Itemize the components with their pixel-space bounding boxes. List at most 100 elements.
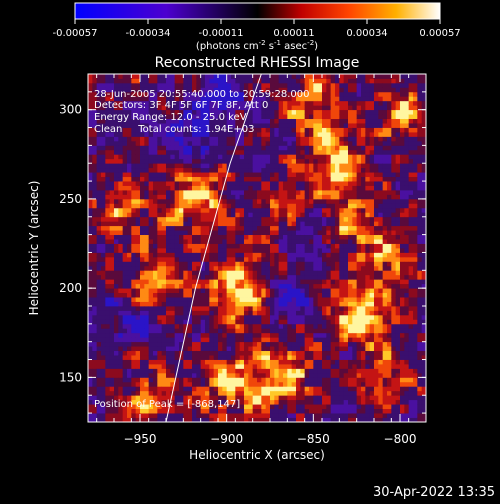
heatmap-cell [352,400,357,405]
heatmap-cell [88,400,93,405]
heatmap-cell [305,324,310,329]
heatmap-cell [157,136,162,141]
heatmap-cell [140,382,145,387]
heatmap-cell [331,128,336,133]
heatmap-cell [357,288,362,293]
heatmap-cell [196,386,201,391]
heatmap-cell [344,132,349,137]
heatmap-cell [175,257,180,262]
heatmap-cell [136,150,141,155]
heatmap-cell [105,186,110,191]
heatmap-cell [192,145,197,150]
heatmap-cell [131,248,136,253]
heatmap-cell [136,194,141,199]
heatmap-cell [209,306,214,311]
heatmap-cell [335,244,340,249]
heatmap-cell [136,230,141,235]
heatmap-cell [313,413,318,418]
heatmap-cell [101,217,106,222]
heatmap-cell [244,333,249,338]
heatmap-cell [344,342,349,347]
heatmap-cell [266,159,271,164]
heatmap-cell [227,194,232,199]
heatmap-cell [335,337,340,342]
heatmap-cell [88,119,93,124]
heatmap-cell [279,261,284,266]
heatmap-cell [157,181,162,186]
heatmap-cell [274,257,279,262]
heatmap-cell [266,404,271,409]
heatmap-cell [326,212,331,217]
heatmap-cell [331,208,336,213]
heatmap-cell [357,342,362,347]
heatmap-cell [253,293,258,298]
heatmap-cell [222,284,227,289]
heatmap-cell [274,114,279,119]
heatmap-cell [292,154,297,159]
heatmap-cell [270,306,275,311]
heatmap-cell [227,391,232,396]
heatmap-cell [153,306,158,311]
heatmap-cell [235,212,240,217]
heatmap-cell [166,159,171,164]
heatmap-cell [231,324,236,329]
heatmap-cell [322,252,327,257]
heatmap-cell [240,159,245,164]
heatmap-cell [300,279,305,284]
heatmap-cell [227,230,232,235]
heatmap-cell [105,306,110,311]
heatmap-cell [305,333,310,338]
heatmap-cell [196,145,201,150]
heatmap-cell [140,315,145,320]
heatmap-cell [118,217,123,222]
heatmap-cell [196,226,201,231]
heatmap-cell [192,154,197,159]
heatmap-cell [88,92,93,97]
heatmap-cell [114,324,119,329]
heatmap-cell [326,324,331,329]
heatmap-cell [136,172,141,177]
heatmap-cell [318,101,323,106]
heatmap-cell [257,172,262,177]
heatmap-cell [227,141,232,146]
heatmap-cell [105,239,110,244]
heatmap-cell [300,101,305,106]
heatmap-cell [97,391,102,396]
heatmap-cell [231,360,236,365]
heatmap-cell [335,409,340,414]
heatmap-cell [339,177,344,182]
heatmap-cell [305,136,310,141]
heatmap-cell [153,217,158,222]
heatmap-cell [222,364,227,369]
heatmap-cell [274,284,279,289]
heatmap-cell [192,279,197,284]
heatmap-cell [283,261,288,266]
heatmap-cell [274,230,279,235]
heatmap-cell [279,391,284,396]
heatmap-cell [296,391,301,396]
heatmap-cell [244,413,249,418]
heatmap-cell [92,364,97,369]
heatmap-cell [105,275,110,280]
heatmap-cell [114,351,119,356]
heatmap-cell [153,288,158,293]
heatmap-cell [287,351,292,356]
heatmap-cell [118,337,123,342]
heatmap-cell [348,297,353,302]
heatmap-cell [162,172,167,177]
heatmap-cell [222,244,227,249]
heatmap-cell [344,391,349,396]
heatmap-cell [235,186,240,191]
heatmap-cell [140,221,145,226]
heatmap-cell [300,172,305,177]
heatmap-cell [88,368,93,373]
heatmap-cell [274,333,279,338]
heatmap-cell [339,293,344,298]
heatmap-cell [157,163,162,168]
heatmap-cell [131,141,136,146]
heatmap-cell [357,373,362,378]
heatmap-cell [339,328,344,333]
heatmap-cell [179,337,184,342]
heatmap-cell [118,346,123,351]
heatmap-cell [279,145,284,150]
